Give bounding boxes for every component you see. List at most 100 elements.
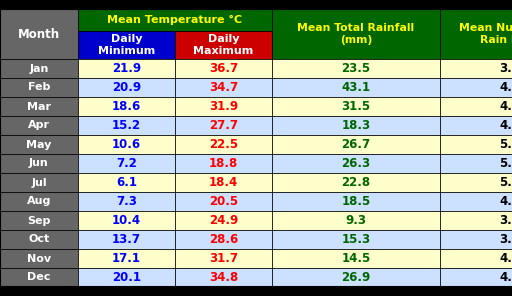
Bar (78, 192, 175, 211)
Text: 9.3: 9.3 (346, 214, 367, 227)
Text: 3.5: 3.5 (500, 214, 512, 227)
Bar (440, 192, 512, 211)
Bar (272, 59, 440, 78)
Text: 26.9: 26.9 (342, 271, 371, 284)
Bar (175, 154, 272, 173)
Bar (440, 59, 512, 78)
Text: 36.7: 36.7 (209, 62, 238, 75)
Text: 15.2: 15.2 (112, 119, 141, 132)
Bar (440, 154, 512, 173)
Bar (272, 154, 440, 173)
Bar (175, 192, 272, 211)
Bar (440, 97, 512, 116)
Bar (78, 31, 175, 59)
Bar (175, 97, 272, 116)
Text: 4.3: 4.3 (500, 119, 512, 132)
Text: 13.7: 13.7 (112, 233, 141, 246)
Text: Apr: Apr (28, 120, 50, 131)
Text: Mean Total Rainfall
(mm): Mean Total Rainfall (mm) (297, 23, 415, 45)
Bar (175, 78, 272, 97)
Bar (272, 97, 440, 116)
Bar (175, 59, 272, 78)
Text: 20.5: 20.5 (209, 195, 238, 208)
Text: 3.3: 3.3 (500, 233, 512, 246)
Bar (175, 31, 272, 59)
Bar (440, 116, 512, 135)
Text: 23.5: 23.5 (342, 62, 371, 75)
Text: Mean Number of
Rain Days: Mean Number of Rain Days (459, 23, 512, 45)
Bar (272, 78, 440, 97)
Text: 34.7: 34.7 (209, 81, 238, 94)
Text: 21.9: 21.9 (112, 62, 141, 75)
Bar (175, 173, 272, 192)
Text: Jan: Jan (29, 64, 49, 73)
Bar (0, 9, 78, 59)
Bar (272, 249, 440, 268)
Text: 7.3: 7.3 (116, 195, 137, 208)
Bar (175, 135, 272, 154)
Text: 5.5: 5.5 (499, 176, 512, 189)
Text: Mar: Mar (27, 102, 51, 112)
Bar (0, 154, 78, 173)
Bar (78, 211, 175, 230)
Text: 22.5: 22.5 (209, 138, 238, 151)
Text: 18.8: 18.8 (209, 157, 238, 170)
Bar (440, 135, 512, 154)
Bar (0, 173, 78, 192)
Bar (272, 192, 440, 211)
Bar (272, 9, 440, 59)
Bar (78, 173, 175, 192)
Text: 14.5: 14.5 (342, 252, 371, 265)
Text: 4.1: 4.1 (500, 252, 512, 265)
Bar (440, 78, 512, 97)
Text: Feb: Feb (28, 83, 50, 92)
Text: 31.5: 31.5 (342, 100, 371, 113)
Text: Jul: Jul (31, 178, 47, 187)
Text: 15.3: 15.3 (342, 233, 371, 246)
Text: Jun: Jun (29, 158, 49, 168)
Text: 26.3: 26.3 (342, 157, 371, 170)
Bar (78, 249, 175, 268)
Text: 10.4: 10.4 (112, 214, 141, 227)
Text: 17.1: 17.1 (112, 252, 141, 265)
Bar (0, 230, 78, 249)
Bar (440, 230, 512, 249)
Text: 5.1: 5.1 (500, 138, 512, 151)
Bar (440, 211, 512, 230)
Bar (272, 211, 440, 230)
Bar (78, 97, 175, 116)
Bar (272, 116, 440, 135)
Text: 4.2: 4.2 (500, 100, 512, 113)
Bar (272, 268, 440, 287)
Bar (440, 249, 512, 268)
Bar (175, 211, 272, 230)
Bar (0, 249, 78, 268)
Bar (78, 154, 175, 173)
Text: 5.8: 5.8 (499, 157, 512, 170)
Bar (78, 78, 175, 97)
Text: Month: Month (18, 28, 60, 41)
Text: Mean Temperature °C: Mean Temperature °C (108, 15, 243, 25)
Bar (0, 97, 78, 116)
Bar (78, 116, 175, 135)
Bar (78, 230, 175, 249)
Bar (0, 116, 78, 135)
Text: 18.6: 18.6 (112, 100, 141, 113)
Text: 22.8: 22.8 (342, 176, 371, 189)
Text: Nov: Nov (27, 253, 51, 263)
Text: Aug: Aug (27, 197, 51, 207)
Text: 6.1: 6.1 (116, 176, 137, 189)
Text: 4.7: 4.7 (500, 271, 512, 284)
Text: 34.8: 34.8 (209, 271, 238, 284)
Bar (175, 268, 272, 287)
Text: Dec: Dec (27, 273, 51, 282)
Text: 24.9: 24.9 (209, 214, 238, 227)
Bar (175, 230, 272, 249)
Bar (78, 59, 175, 78)
Text: Daily
Minimum: Daily Minimum (98, 34, 155, 56)
Bar (272, 230, 440, 249)
Bar (78, 268, 175, 287)
Text: 20.9: 20.9 (112, 81, 141, 94)
Bar (0, 268, 78, 287)
Bar (440, 173, 512, 192)
